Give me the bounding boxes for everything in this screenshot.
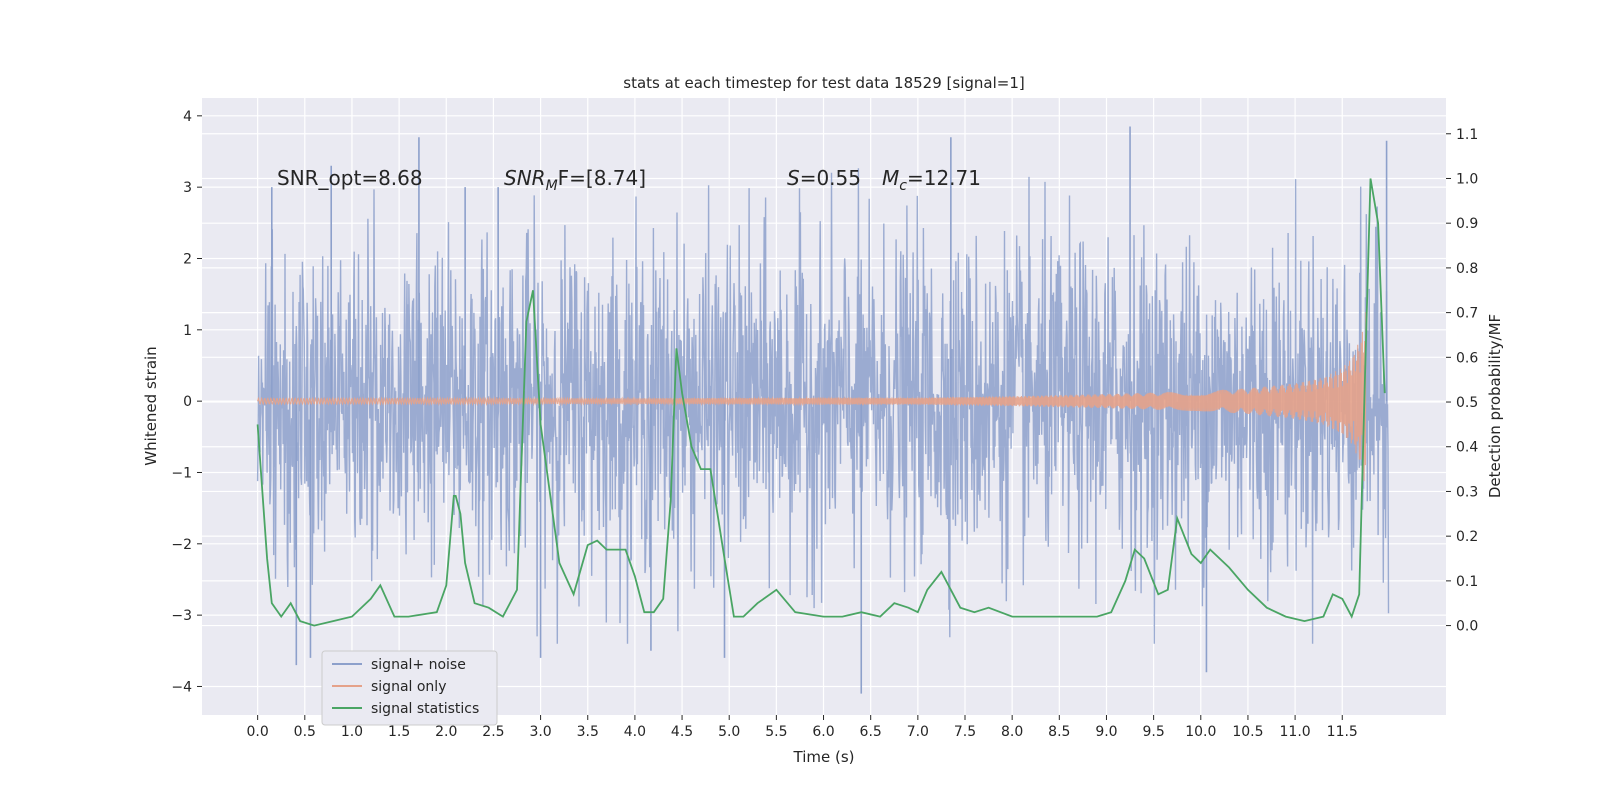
y-left-tick-label: −4 xyxy=(171,679,192,695)
y-right-tick-label: 0.7 xyxy=(1456,306,1478,322)
x-tick-label: 7.0 xyxy=(907,724,929,740)
legend-label-noise: signal+ noise xyxy=(371,657,466,673)
y-right-tick-label: 1.0 xyxy=(1456,171,1478,187)
y-right-tick-label: 0.1 xyxy=(1456,574,1478,590)
y-left-tick-label: 2 xyxy=(183,251,192,267)
mc-main: M xyxy=(882,166,899,190)
snr-opt-annotation: SNR_opt=8.68 xyxy=(277,166,423,190)
x-tick-label: 1.0 xyxy=(341,724,363,740)
y-left-tick-label: 0 xyxy=(183,394,192,410)
y-left-tick-label: −3 xyxy=(171,608,192,624)
x-tick-label: 0.5 xyxy=(294,724,316,740)
x-tick-label: 9.0 xyxy=(1095,724,1117,740)
x-tick-label: 3.5 xyxy=(577,724,599,740)
y-left-tick-label: 1 xyxy=(183,323,192,339)
y-left-axis-title: Whitened strain xyxy=(142,346,160,465)
y-right-tick-label: 0.5 xyxy=(1456,395,1478,411)
s-value: =0.55 xyxy=(800,166,861,190)
snr-mf-main: SNR xyxy=(504,166,546,190)
s-annotation: S=0.55 xyxy=(787,166,861,190)
y-left-tick-label: −2 xyxy=(171,537,192,553)
noise-series xyxy=(256,126,1390,694)
y-right-tick-label: 0.4 xyxy=(1456,440,1478,456)
x-tick-label: 4.0 xyxy=(624,724,646,740)
y-right-tick-label: 1.1 xyxy=(1456,127,1478,143)
stats-series xyxy=(256,178,1386,627)
x-tick-label: 10.5 xyxy=(1232,724,1263,740)
legend-label-signal: signal only xyxy=(371,679,446,695)
x-tick-label: 9.5 xyxy=(1142,724,1164,740)
x-tick-label: 5.0 xyxy=(718,724,740,740)
ticks: 0.0 0.5 1.0 1.5 2.0 2.5 3.0 3.5 4.0 4.5 5.0 5.5 6.0 6… xyxy=(171,109,1478,740)
x-axis-title: Time (s) xyxy=(793,748,855,766)
y-left-tick-label: 3 xyxy=(183,180,192,196)
legend-label-stats: signal statistics xyxy=(371,701,479,717)
chart-title: stats at each timestep for test data 185… xyxy=(623,74,1024,92)
mc-sub: c xyxy=(899,178,907,194)
x-tick-label: 3.0 xyxy=(529,724,551,740)
x-tick-label: 2.5 xyxy=(482,724,504,740)
snr-mf-sub: M xyxy=(546,178,558,194)
y-left-tick-label: 4 xyxy=(183,109,192,125)
snr-mf-annotation: SNRMF=[8.74] xyxy=(504,166,646,194)
x-tick-label: 8.0 xyxy=(1001,724,1023,740)
x-tick-label: 2.0 xyxy=(435,724,457,740)
x-tick-label: 6.5 xyxy=(860,724,882,740)
stats-line xyxy=(256,178,1386,627)
mc-annotation: Mc=12.71 xyxy=(882,166,981,194)
y-right-tick-label: 0.9 xyxy=(1456,216,1478,232)
x-tick-label: 0.0 xyxy=(247,724,269,740)
snr-mf-rest: F=[8.74] xyxy=(558,166,646,190)
legend-box xyxy=(321,650,498,726)
y-right-tick-label: 0.3 xyxy=(1456,484,1478,500)
x-tick-label: 4.5 xyxy=(671,724,693,740)
y-right-tick-label: 0.0 xyxy=(1456,619,1478,635)
signal-line xyxy=(257,312,1367,482)
x-tick-label: 1.5 xyxy=(388,724,410,740)
y-right-tick-label: 0.6 xyxy=(1456,350,1478,366)
x-tick-label: 10.0 xyxy=(1185,724,1216,740)
y-right-tick-label: 0.8 xyxy=(1456,261,1478,277)
noise-line xyxy=(256,168,1390,644)
x-tick-label: 11.5 xyxy=(1327,724,1358,740)
y-right-tick-label: 0.2 xyxy=(1456,529,1478,545)
y-left-tick-label: −1 xyxy=(171,465,192,481)
legend: signal+ noise signal only signal statist… xyxy=(321,650,498,726)
x-tick-label: 11.0 xyxy=(1280,724,1311,740)
s-symbol: S xyxy=(787,166,800,190)
x-tick-label: 6.0 xyxy=(812,724,834,740)
x-tick-label: 8.5 xyxy=(1048,724,1070,740)
y-right-axis-title: Detection probability/MF xyxy=(1486,314,1504,498)
signal-series xyxy=(257,312,1367,482)
x-tick-label: 5.5 xyxy=(765,724,787,740)
x-tick-label: 7.5 xyxy=(954,724,976,740)
mc-value: =12.71 xyxy=(907,166,981,190)
